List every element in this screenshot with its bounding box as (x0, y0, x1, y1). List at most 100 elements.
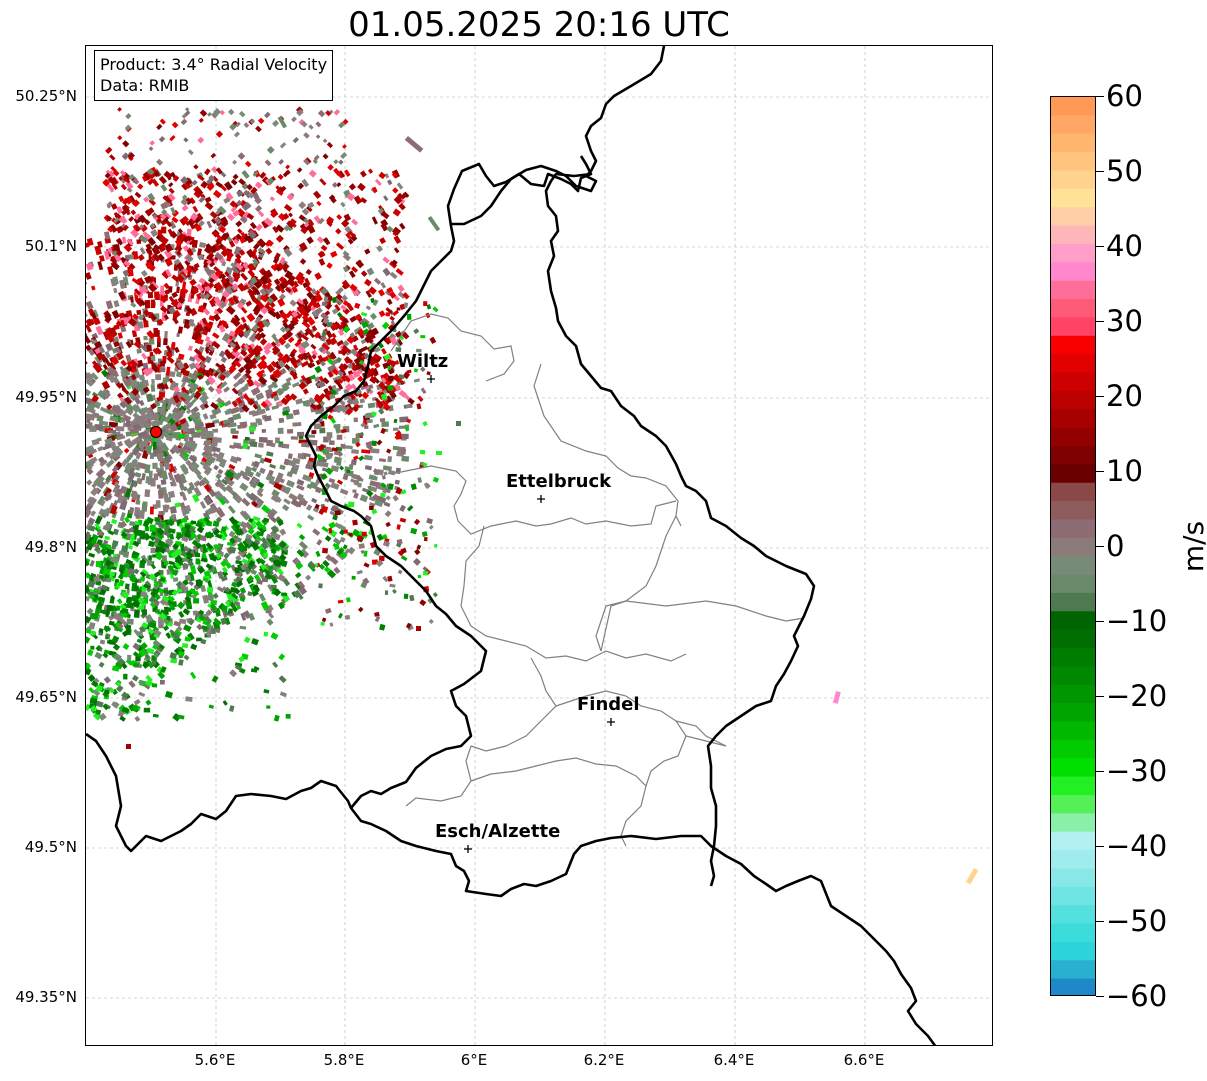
radar-echo-pixel (113, 324, 120, 331)
radar-echo-pixel (326, 262, 333, 269)
radar-echo-pixel (374, 397, 380, 403)
radar-echo-pixel (185, 408, 192, 415)
radar-echo-pixel (231, 400, 239, 408)
radar-echo-pixel (141, 175, 148, 182)
radar-echo-pixel (204, 168, 211, 176)
radar-echo-pixel (233, 314, 241, 322)
radar-echo-pixel (146, 647, 155, 655)
radar-echo-pixel (215, 490, 225, 500)
radar-echo-pixel (157, 671, 166, 680)
radar-echo-pixel (314, 289, 321, 296)
radar-echo-pixel (383, 405, 390, 410)
radar-echo-pixel (144, 209, 152, 217)
radar-echo-pixel (163, 461, 172, 471)
radar-echo-pixel (403, 593, 409, 599)
radar-echo-pixel (222, 279, 231, 288)
radar-echo-pixel (177, 326, 184, 334)
radar-echo-pixel (86, 396, 93, 406)
radar-echo-pixel (304, 376, 313, 385)
radar-echo-pixel (140, 269, 148, 277)
radar-echo-pixel (313, 423, 322, 430)
radar-echo-pixel (347, 373, 356, 382)
radar-echo-pixel (282, 577, 291, 587)
radar-echo-pixel (242, 442, 249, 450)
radar-echo-pixel (172, 394, 181, 404)
radar-echo-pixel (204, 321, 212, 329)
radar-echo-pixel (416, 626, 421, 631)
radar-echo-pixel (253, 242, 260, 251)
radar-echo-pixel (90, 312, 98, 321)
radar-echo-pixel (257, 117, 265, 125)
radar-echo-pixel (216, 508, 226, 518)
radar-echo-pixel (311, 325, 318, 332)
radar-echo-pixel (272, 661, 279, 669)
radar-echo-pixel (356, 349, 364, 358)
radar-echo-pixel (221, 609, 228, 618)
radar-echo-pixel (184, 636, 191, 642)
radar-echo-pixel (381, 377, 387, 383)
radar-echo-pixel (310, 288, 318, 295)
radar-echo-pixel (358, 455, 365, 462)
radar-echo-pixel (378, 408, 385, 415)
radar-echo-pixel (147, 283, 158, 293)
radar-echo-pixel (192, 390, 202, 400)
radar-echo-pixel (336, 312, 343, 319)
radar-echo-pixel (207, 385, 215, 393)
radar-echo-pixel (307, 201, 315, 209)
radar-echo-pixel (231, 593, 239, 600)
radar-echo-pixel (120, 618, 128, 627)
radar-echo-pixel (310, 343, 317, 350)
radar-echo-pixel (237, 152, 246, 160)
radar-echo-pixel (356, 315, 361, 320)
district-line (675, 720, 727, 747)
radar-echo-pixel (149, 601, 157, 609)
radar-echo-pixel (104, 250, 110, 260)
radar-echo-pixel (209, 299, 216, 308)
radar-echo-pixel (314, 395, 323, 404)
radar-echo-pixel (254, 196, 263, 205)
radar-echo-pixel (370, 448, 380, 454)
radar-echo-pixel (134, 191, 142, 199)
radar-echo-pixel (138, 214, 147, 224)
radar-echo-pixel (131, 553, 138, 559)
district-line (390, 313, 515, 382)
radar-echo-pixel (324, 302, 333, 310)
radar-echo-pixel (227, 505, 236, 514)
radar-echo-pixel (218, 461, 226, 468)
radar-echo-pixel (176, 250, 182, 256)
radar-echo-pixel (363, 562, 370, 568)
radar-echo-pixel (111, 309, 120, 319)
radar-echo-pixel (311, 354, 317, 360)
radar-echo-pixel (239, 521, 248, 529)
radar-echo-pixel (196, 323, 204, 333)
radar-echo-pixel (355, 259, 365, 269)
radar-echo-pixel (225, 470, 235, 479)
radar-echo-pixel (144, 653, 151, 660)
radar-echo-pixel (325, 467, 334, 475)
radar-echo-pixel (362, 328, 370, 335)
radar-echo-pixel (105, 215, 113, 222)
radar-echo-pixel (264, 573, 272, 580)
radar-echo-pixel (172, 317, 179, 325)
radar-echo-pixel (301, 208, 310, 216)
city-label-findel: Findel (577, 694, 640, 715)
radar-echo-pixel (246, 378, 255, 387)
radar-echo-pixel (220, 171, 227, 178)
radar-echo-pixel (131, 388, 140, 396)
radar-echo-pixel (188, 454, 198, 463)
radar-echo-pixel (198, 196, 206, 204)
radar-echo-pixel (97, 480, 106, 490)
radar-echo-pixel (119, 366, 125, 372)
radar-echo-pixel (116, 249, 123, 257)
radar-echo-pixel (384, 173, 390, 179)
radar-echo-pixel (364, 278, 372, 287)
radar-echo-pixel (98, 712, 107, 721)
radar-echo-pixel (203, 403, 210, 409)
radar-echo-pixel (146, 344, 152, 352)
radar-echo-pixel (269, 196, 276, 202)
radar-echo-pixel (134, 715, 141, 722)
radar-echo-pixel (152, 639, 161, 648)
radar-echo-pixel (230, 206, 237, 213)
radar-echo-pixel (396, 524, 401, 530)
radar-echo-pixel (171, 121, 179, 129)
